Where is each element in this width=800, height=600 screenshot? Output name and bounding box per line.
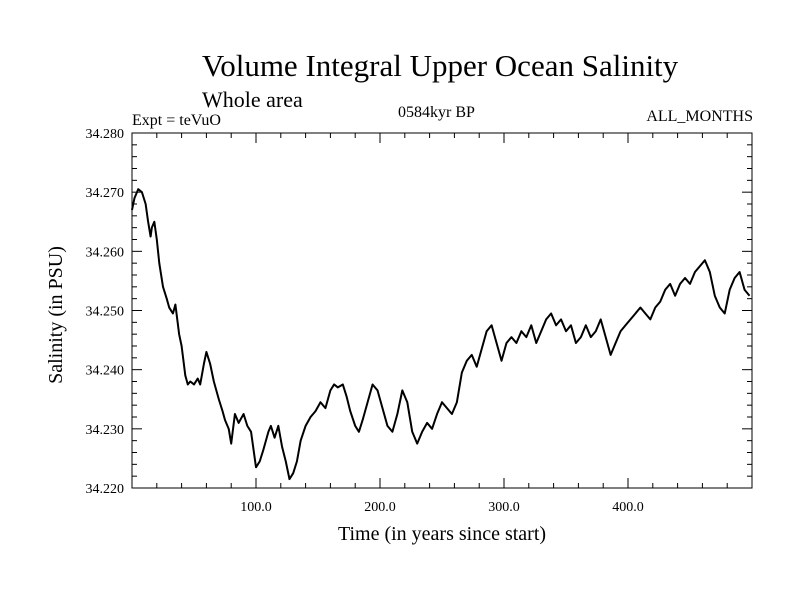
chart-subtitle: Whole area (202, 87, 303, 112)
y-tick-label: 34.260 (86, 245, 125, 260)
y-tick-label: 34.240 (86, 364, 125, 379)
plot-frame (131, 132, 753, 489)
x-tick-label: 200.0 (364, 500, 396, 515)
x-tick-label: 100.0 (240, 500, 272, 515)
experiment-label: Expt = teVuO (132, 112, 221, 129)
chart-title: Volume Integral Upper Ocean Salinity (201, 48, 679, 83)
salinity-series-line (131, 188, 751, 481)
x-tick-label: 400.0 (612, 500, 644, 515)
period-label: 0584kyr BP (398, 104, 475, 121)
y-tick-label: 34.230 (86, 423, 125, 438)
y-tick-label: 34.220 (86, 482, 125, 497)
x-axis-label: Time (in years since start) (338, 523, 546, 545)
y-axis-label: Salinity (in PSU) (45, 246, 67, 384)
axis-ticks (132, 133, 752, 488)
y-tick-label: 34.280 (86, 127, 125, 142)
months-label: ALL_MONTHS (646, 108, 753, 125)
y-tick-label: 34.250 (86, 305, 125, 320)
x-tick-label: 300.0 (488, 500, 520, 515)
y-tick-label: 34.270 (86, 186, 125, 201)
axis-tick-labels: 100.0 200.0 300.0 400.0 34.220 34.230 34.240 34… (86, 127, 644, 515)
